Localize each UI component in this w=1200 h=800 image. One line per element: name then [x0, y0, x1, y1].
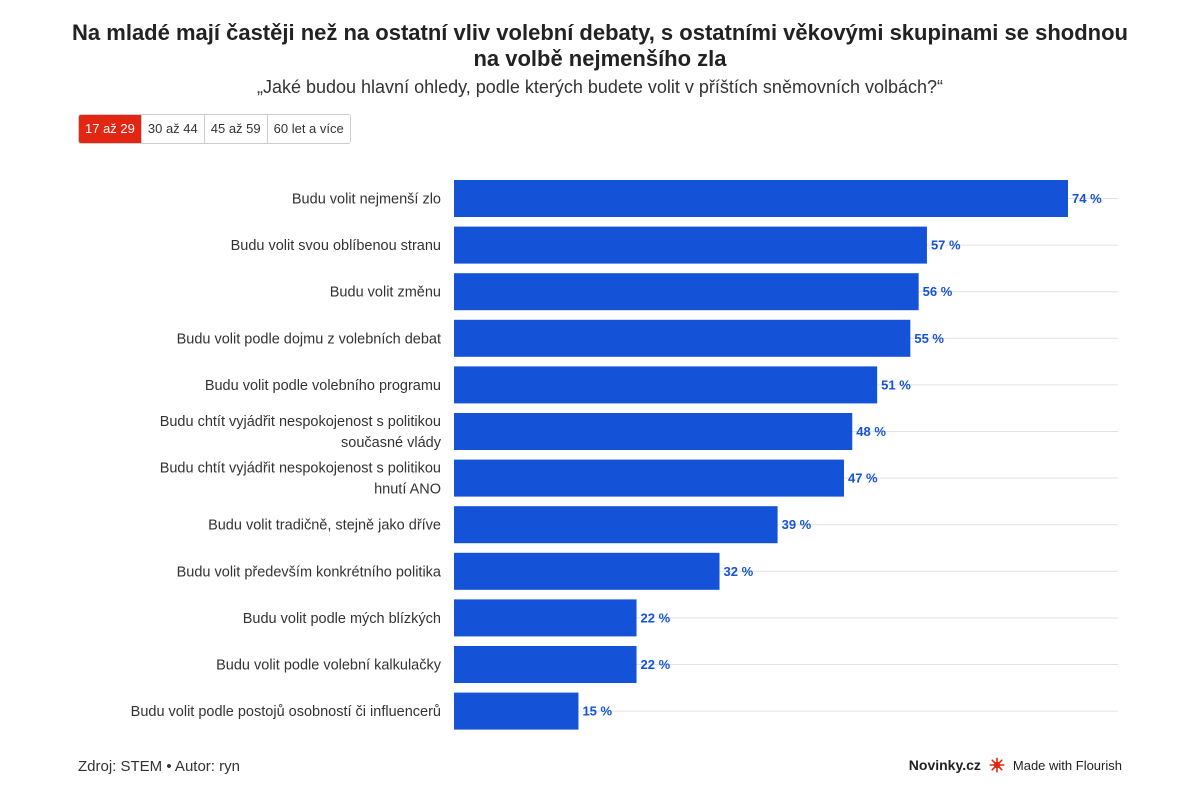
tab-60-plus[interactable]: 60 let a více: [267, 115, 350, 143]
value-label: 22 %: [641, 657, 671, 672]
category-label: Budu volit nejmenší zlo: [292, 192, 441, 208]
value-label: 51 %: [881, 377, 911, 392]
bar[interactable]: [454, 552, 720, 590]
bar[interactable]: [454, 646, 637, 683]
flourish-icon: [989, 757, 1005, 773]
bar[interactable]: [454, 459, 844, 497]
source-credit: Zdroj: STEM • Autor: ryn: [78, 758, 240, 775]
footer-branding: Novinky.cz Made with Flourish: [909, 757, 1122, 773]
category-label: Budu volit podle dojmu z volebních debat: [177, 331, 441, 347]
category-label: Budu chtít vyjádřit nespokojenost s poli…: [160, 414, 442, 451]
value-label: 56 %: [923, 284, 953, 299]
category-label: Budu volit podle postojů osobností či in…: [131, 704, 441, 720]
tab-17-29[interactable]: 17 až 29: [79, 115, 142, 143]
value-label: 22 %: [641, 610, 671, 625]
bar[interactable]: [454, 319, 911, 357]
bar[interactable]: [454, 599, 637, 637]
value-label: 57 %: [931, 238, 961, 253]
tab-30-44[interactable]: 30 až 44: [141, 115, 205, 143]
category-label: Budu volit svou oblíbenou stranu: [231, 238, 441, 254]
category-label: Budu volit především konkrétního politik…: [177, 564, 442, 580]
category-label: Budu chtít vyjádřit nespokojenost s poli…: [160, 461, 441, 498]
brand-logo[interactable]: Novinky.cz: [908, 757, 981, 773]
made-with-flourish-link[interactable]: Made with Flourish: [1012, 757, 1122, 773]
bar[interactable]: [454, 180, 1068, 217]
value-label: 39 %: [782, 517, 812, 532]
bar[interactable]: [454, 226, 927, 264]
category-label: Budu volit podle mých blízkých: [243, 611, 441, 627]
bar-chart: Budu volit nejmenší zlo 74 % Budu volit sv…: [131, 180, 1118, 730]
bar[interactable]: [454, 273, 919, 311]
category-label: Budu volit podle volební kalkulačky: [216, 658, 442, 674]
bar[interactable]: [454, 692, 579, 730]
value-label: 32 %: [724, 564, 754, 579]
tab-45-59[interactable]: 45 až 59: [204, 115, 268, 143]
value-label: 48 %: [856, 424, 886, 439]
value-label: 55 %: [914, 331, 944, 346]
value-label: 15 %: [582, 704, 612, 719]
value-label: 74 %: [1072, 191, 1102, 206]
category-label: Budu volit podle volebního programu: [205, 378, 441, 394]
value-label: 47 %: [848, 471, 878, 486]
bar[interactable]: [454, 506, 778, 544]
age-group-tabs: 17 až 29 30 až 44 45 až 59 60 let a více: [78, 114, 351, 144]
category-label: Budu volit změnu: [330, 285, 441, 301]
category-label: Budu volit tradičně, stejně jako dříve: [208, 518, 441, 534]
bar[interactable]: [454, 413, 853, 450]
chart-subtitle: „Jaké budou hlavní ohledy, podle kterých…: [256, 77, 944, 97]
chart-title: Na mladé mají častěji než na ostatní vli…: [72, 20, 1128, 71]
bar[interactable]: [454, 366, 878, 404]
